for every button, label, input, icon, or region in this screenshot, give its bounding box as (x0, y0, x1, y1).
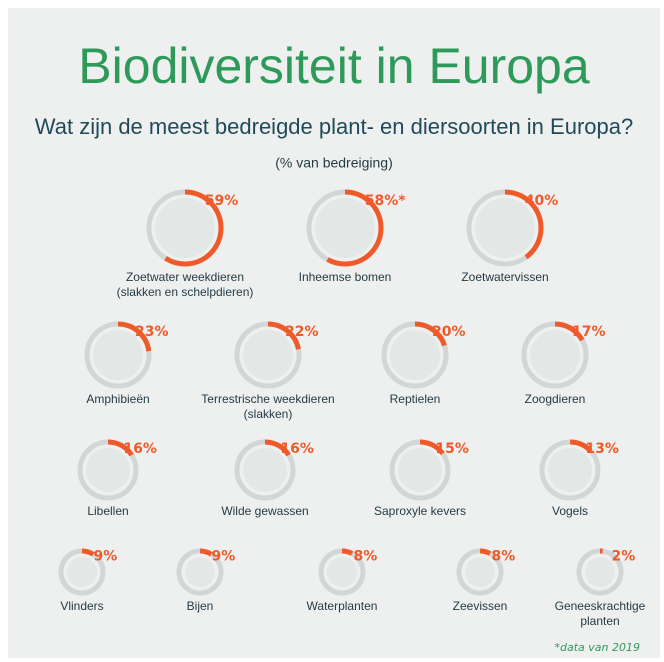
note: *data van 2019 (555, 641, 641, 654)
threat-arc (234, 321, 302, 389)
threat-arc (539, 439, 601, 501)
icon-bg (327, 557, 357, 587)
threat-arc (146, 189, 224, 267)
percentage: 8% (354, 548, 378, 564)
threat-arc (389, 439, 451, 501)
icon-bg (243, 330, 293, 380)
threat-arc (381, 321, 449, 389)
percentage: 9% (94, 548, 118, 564)
species-label: (slakken en schelpdieren) (117, 285, 254, 299)
species-label: Zoetwater weekdieren (126, 270, 244, 284)
percentage: 13% (585, 441, 619, 457)
species-label: Terrestrische weekdieren (201, 392, 334, 406)
threat-arc (318, 548, 366, 596)
species-label: Zoogdieren (525, 392, 586, 406)
species-label: Reptielen (390, 392, 441, 406)
threat-arc (234, 439, 296, 501)
icon-bg (465, 557, 495, 587)
title: Biodiversiteit in Europa (78, 38, 590, 94)
icon-bg (86, 448, 130, 492)
species-label: Vogels (552, 504, 588, 518)
species-label: (slakken) (244, 407, 293, 421)
species-label: Geneeskrachtige (555, 599, 646, 613)
threat-arc (306, 189, 384, 267)
unit: (% van bedreiging) (275, 155, 393, 171)
threat-arc (58, 548, 106, 596)
threat-arc (176, 548, 224, 596)
species-label: Waterplanten (307, 599, 378, 613)
threat-arc (466, 189, 544, 267)
species-label: Inheemse bomen (299, 270, 392, 284)
icon-bg (475, 198, 535, 258)
threat-arc (576, 548, 624, 596)
icon-bg (185, 557, 215, 587)
threat-arc (77, 439, 139, 501)
percentage: 16% (123, 441, 157, 457)
percentage: 2% (612, 548, 636, 564)
percentage: 59% (205, 193, 239, 209)
icon-bg (93, 330, 143, 380)
icon-bg (315, 198, 375, 258)
species-label: Zeevissen (453, 599, 508, 613)
icon-bg (548, 448, 592, 492)
percentage: 40% (525, 193, 559, 209)
species-label: Bijen (187, 599, 214, 613)
icon-bg (243, 448, 287, 492)
percentage: 16% (280, 441, 314, 457)
species-label: Wilde gewassen (221, 504, 308, 518)
species-label: Saproxyle kevers (374, 504, 466, 518)
species-label: Libellen (87, 504, 128, 518)
icon-bg (398, 448, 442, 492)
threat-arc (456, 548, 504, 596)
icon-bg (530, 330, 580, 380)
species-label: Vlinders (60, 599, 103, 613)
threat-arc (84, 321, 152, 389)
species-label: Zoetwatervissen (461, 270, 548, 284)
percentage: 20% (432, 324, 466, 340)
species-label: Amphibieën (86, 392, 149, 406)
percentage: 15% (435, 441, 469, 457)
icon-bg (67, 557, 97, 587)
icon-bg (585, 557, 615, 587)
icon-bg (155, 198, 215, 258)
percentage: 22% (285, 324, 319, 340)
subtitle: Wat zijn de meest bedreigde plant- en di… (35, 114, 633, 139)
species-label: planten (580, 614, 619, 628)
percentage: 23% (135, 324, 169, 340)
percentage: 9% (212, 548, 236, 564)
percentage: 17% (572, 324, 606, 340)
icon-bg (390, 330, 440, 380)
percentage: 58%* (365, 193, 407, 209)
percentage: 8% (492, 548, 516, 564)
threat-arc (521, 321, 589, 389)
